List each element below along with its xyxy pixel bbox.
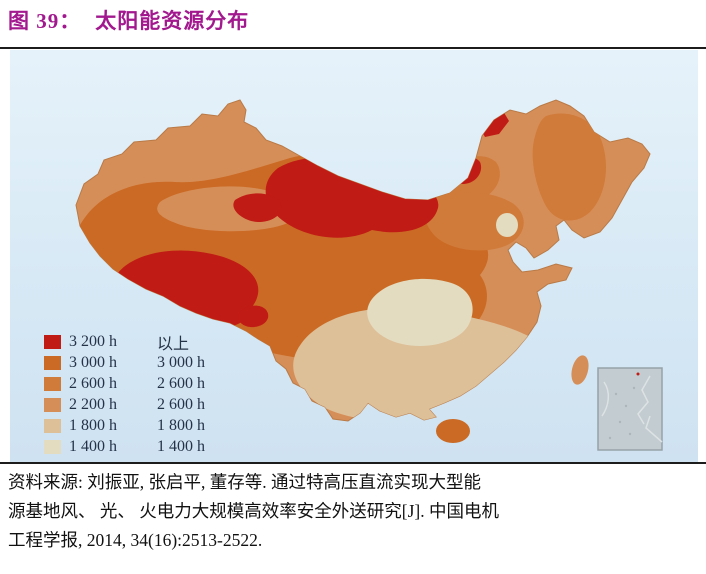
legend-label: 1 400 h: [157, 437, 205, 455]
legend-row: 1 800 h 1 800 h: [44, 415, 205, 436]
south-china-sea-inset: [597, 367, 663, 451]
region-1400h-sichuan: [367, 278, 473, 346]
figure-bottom-divider-line: [0, 462, 706, 464]
island-taiwan: [571, 355, 589, 385]
legend-label: 2 600 h: [69, 374, 117, 392]
legend-label: 2 600 h: [157, 374, 205, 392]
figure-title: 太阳能资源分布: [95, 9, 250, 33]
legend-swatch-3000h: [44, 355, 61, 370]
figure-caption: 图 39： 太阳能资源分布: [8, 5, 249, 35]
legend-label: 1 800 h: [69, 416, 117, 434]
legend-label: 2 200 h: [69, 395, 117, 413]
legend-swatch-2200h: [44, 397, 61, 412]
map-legend: 3 200 h 以上 3 000 h 3 000 h 2 600 h 2 600…: [44, 331, 205, 457]
china-solar-map: 3 200 h 以上 3 000 h 3 000 h 2 600 h 2 600…: [10, 50, 698, 462]
region-3200h-kunlun: [233, 193, 282, 222]
legend-label: 1 800 h: [157, 416, 205, 434]
source-line: 源基地风、 光、 火电力大规模高效率安全外送研究[J]. 中国电机: [8, 501, 499, 521]
legend-label: 2 600 h: [157, 395, 205, 413]
legend-swatch-2600h: [44, 376, 61, 391]
source-line: 资料来源: 刘振亚, 张启平, 董存等. 通过特高压直流实现大型能: [8, 472, 481, 492]
legend-row: 1 400 h 1 400 h: [44, 436, 205, 457]
region-3200h-tibet-tongue: [238, 305, 269, 328]
caption-divider-line: [0, 47, 706, 49]
legend-row: 2 200 h 2 600 h: [44, 394, 205, 415]
source-line: 工程学报, 2014, 34(16):2513-2522.: [8, 530, 263, 550]
source-citation: 资料来源: 刘振亚, 张启平, 董存等. 通过特高压直流实现大型能 源基地风、 …: [8, 468, 702, 555]
legend-row: 2 600 h 2 600 h: [44, 373, 205, 394]
legend-label: 1 400 h: [69, 437, 117, 455]
legend-swatch-1800h: [44, 418, 61, 433]
region-2600h-ordos: [424, 192, 524, 251]
legend-swatch-3200h: [44, 334, 61, 349]
legend-label: 以上: [157, 335, 190, 353]
legend-swatch-1400h: [44, 439, 61, 454]
map-canvas: [10, 50, 698, 462]
island-hainan: [436, 419, 470, 443]
region-2600h-northeast: [532, 113, 606, 221]
legend-row: 3 000 h 3 000 h: [44, 352, 205, 373]
legend-label: 3 000 h: [69, 353, 117, 371]
legend-label: 3 000 h: [157, 353, 205, 371]
legend-row: 3 200 h 以上: [44, 331, 205, 353]
figure-number: 图 39：: [8, 9, 82, 33]
legend-label: 3 200 h: [69, 332, 117, 350]
region-1400h-bohai-spot: [496, 213, 518, 237]
